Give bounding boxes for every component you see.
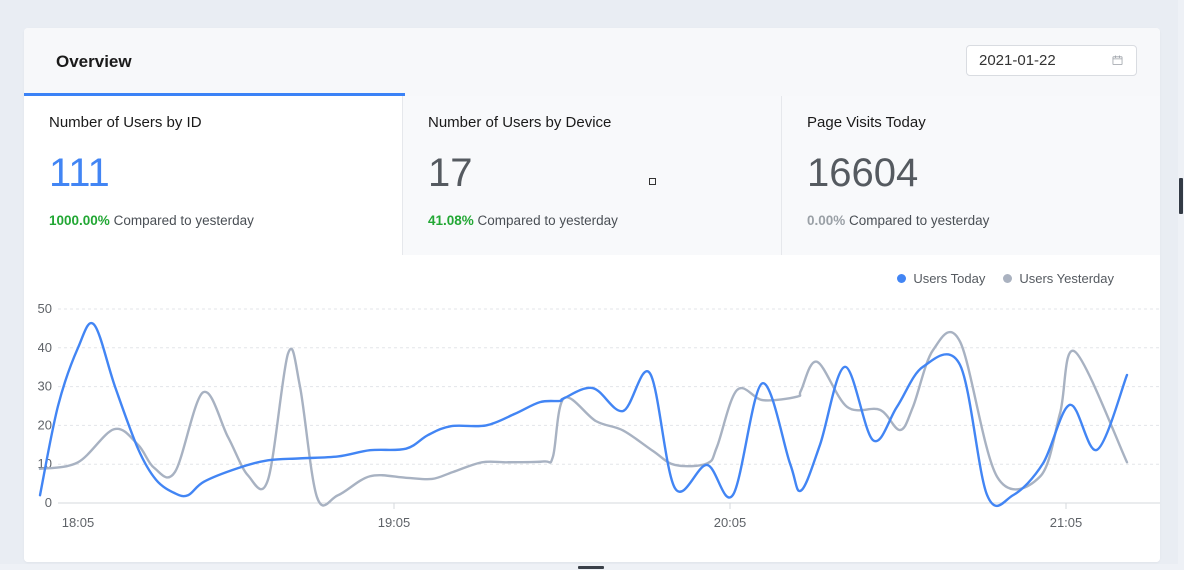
svg-text:18:05: 18:05 (62, 515, 95, 530)
svg-text:20: 20 (38, 417, 52, 432)
svg-text:30: 30 (38, 379, 52, 394)
svg-text:0: 0 (45, 495, 52, 510)
svg-text:19:05: 19:05 (378, 515, 411, 530)
svg-text:40: 40 (38, 340, 52, 355)
svg-text:20:05: 20:05 (714, 515, 747, 530)
svg-text:21:05: 21:05 (1050, 515, 1083, 530)
svg-text:50: 50 (38, 301, 52, 316)
